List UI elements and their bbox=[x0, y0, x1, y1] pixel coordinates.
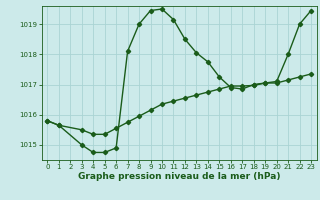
X-axis label: Graphe pression niveau de la mer (hPa): Graphe pression niveau de la mer (hPa) bbox=[78, 172, 280, 181]
